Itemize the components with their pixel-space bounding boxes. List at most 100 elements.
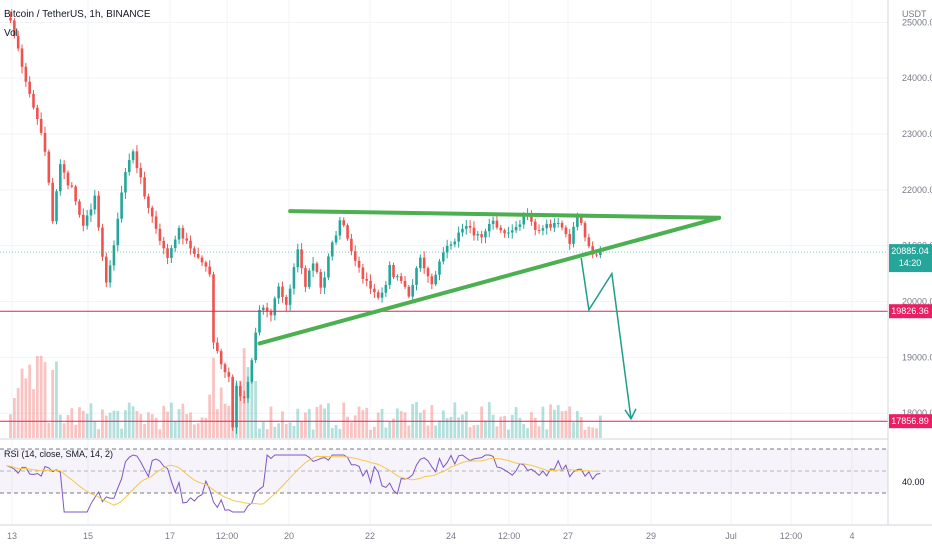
candle-body	[453, 241, 457, 245]
price-tick-label: 20000.00	[902, 297, 932, 307]
volume-bar	[227, 405, 231, 438]
time-tick-label: 24	[446, 531, 456, 541]
price-tick-label: 25000.00	[902, 17, 932, 27]
volume-bar	[380, 409, 384, 438]
projection-arrowhead[interactable]	[624, 408, 637, 421]
candle-body	[411, 284, 414, 297]
volume-bar	[510, 414, 514, 438]
volume-bar	[32, 389, 35, 438]
candle	[85, 209, 89, 230]
candle-body	[499, 227, 503, 231]
volume-label: Vol	[4, 28, 18, 39]
candle-body	[572, 226, 575, 244]
candle-body	[514, 226, 518, 231]
volume-bar	[583, 429, 587, 438]
triangle-upper-trendline[interactable]	[288, 209, 722, 220]
volume-bar	[127, 402, 131, 438]
candle	[170, 245, 173, 264]
candle-body	[399, 276, 403, 281]
candle	[373, 283, 376, 298]
candle-body	[461, 228, 464, 233]
candle	[399, 272, 403, 284]
candle	[288, 284, 292, 311]
candle-body	[185, 238, 189, 241]
time-tick-label: 17	[165, 531, 175, 541]
rsi-level-label: 40.00	[902, 477, 925, 487]
resistance-badge: 19826.36	[889, 304, 932, 319]
volume-bar	[311, 429, 315, 438]
candle	[219, 348, 223, 370]
candle	[560, 220, 564, 231]
candle	[51, 177, 54, 224]
volume-bar	[101, 409, 104, 438]
candle	[93, 189, 97, 215]
candle	[200, 255, 204, 267]
candle	[258, 305, 261, 336]
volume-bar	[484, 420, 487, 438]
volume-bar	[261, 421, 265, 438]
volume-bar	[124, 410, 127, 438]
candle	[59, 159, 62, 196]
candle	[227, 367, 231, 383]
volume-bar	[552, 409, 556, 438]
candle	[32, 90, 35, 110]
candle	[166, 243, 169, 264]
volume-bar	[215, 409, 219, 438]
candle-body	[510, 230, 514, 233]
volume-bar	[441, 410, 445, 438]
volume-bar	[564, 410, 568, 438]
candle-body	[204, 262, 208, 267]
support-badge: 17856.89	[889, 414, 932, 429]
candle-body	[530, 213, 533, 222]
candle-body	[553, 223, 556, 228]
candle	[208, 260, 211, 277]
candle-body	[564, 227, 568, 235]
volume-bar	[507, 429, 510, 438]
candle-body	[445, 245, 449, 253]
candle	[518, 219, 522, 231]
drawing-annotations[interactable]	[257, 209, 722, 421]
time-axis[interactable]: 13 15 17 12:00 20 22 24 12:00 27 29 Jul 12:00 4	[7, 531, 855, 541]
price-tick-label: 24000.00	[902, 73, 932, 83]
triangle-lower-trendline[interactable]	[257, 215, 722, 346]
candle-body	[507, 232, 510, 234]
candle	[396, 274, 399, 281]
candle-body	[32, 93, 35, 108]
candle-body	[376, 292, 380, 298]
candle-body	[480, 234, 483, 238]
projection-path[interactable]	[580, 257, 632, 419]
rsi-lines	[6, 453, 601, 513]
volume-bar	[189, 412, 192, 438]
candle-body	[403, 280, 407, 287]
candle	[338, 216, 342, 240]
volume-bar	[579, 416, 583, 438]
candle	[407, 284, 411, 299]
volume-bar	[185, 414, 189, 438]
candle	[265, 302, 269, 318]
candle-body	[9, 17, 12, 21]
candle	[307, 268, 311, 290]
candle	[235, 380, 238, 434]
candle-body	[556, 222, 560, 224]
volume-bar	[568, 406, 572, 438]
candle-body	[537, 229, 541, 231]
volume-bar	[131, 406, 135, 438]
candle	[480, 230, 483, 244]
candle-body	[13, 20, 16, 36]
candle	[162, 236, 166, 255]
price-tick-label: 23000.00	[902, 129, 932, 139]
candle-body	[296, 249, 300, 268]
candle	[353, 245, 357, 267]
volume-bar	[51, 370, 55, 438]
volume-bar	[575, 411, 579, 438]
volume-bar	[192, 424, 196, 438]
candle-body	[212, 274, 215, 343]
candle	[262, 304, 265, 315]
candle-body	[503, 230, 506, 234]
volume-bar	[457, 417, 461, 438]
candle-body	[166, 248, 169, 258]
candle-body	[388, 264, 391, 285]
volume-bar	[74, 424, 78, 438]
